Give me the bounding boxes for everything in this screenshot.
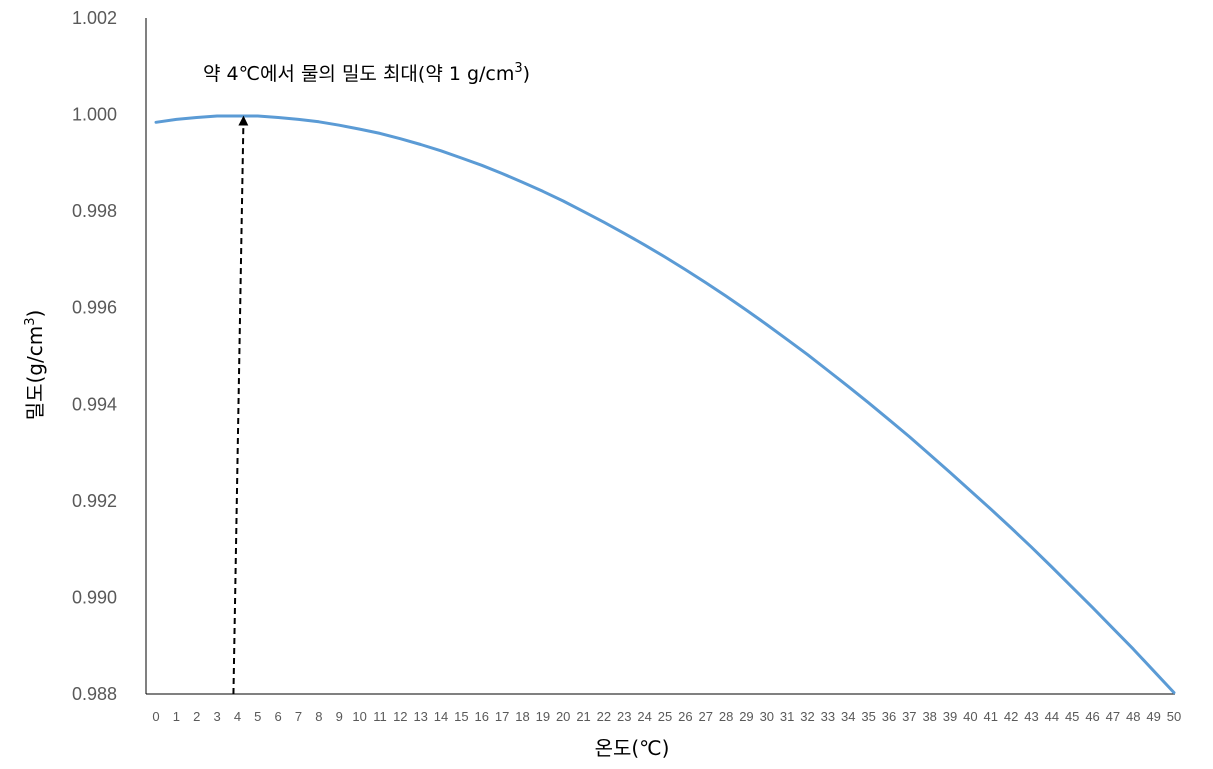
x-tick-label: 31 <box>780 709 794 724</box>
annotation-superscript: 3 <box>514 61 522 76</box>
x-tick-label: 17 <box>495 709 509 724</box>
x-tick-label: 12 <box>393 709 407 724</box>
x-axis-title: 온도(℃) <box>595 736 670 760</box>
x-tick-label: 20 <box>556 709 570 724</box>
y-axis-tick-labels: 0.988 0.990 0.992 0.994 0.996 0.998 1.000 1.002 <box>72 8 117 704</box>
y-axis-title-close-paren: ) <box>23 310 47 318</box>
x-tick-label: 16 <box>475 709 489 724</box>
x-tick-label: 49 <box>1146 709 1160 724</box>
x-tick-label: 43 <box>1024 709 1038 724</box>
y-axis-title-superscript: 3 <box>23 318 38 326</box>
x-tick-label: 19 <box>536 709 550 724</box>
density-series-line <box>154 114 1176 695</box>
y-tick-label: 0.994 <box>72 394 117 414</box>
y-axis-title-main: 밀도(g/cm <box>23 326 47 421</box>
x-tick-label: 38 <box>922 709 936 724</box>
y-axis-title: 밀도(g/cm3) <box>23 310 47 421</box>
x-tick-label: 39 <box>943 709 957 724</box>
x-tick-label: 8 <box>315 709 322 724</box>
x-tick-label: 1 <box>173 709 180 724</box>
x-tick-label: 28 <box>719 709 733 724</box>
x-tick-label: 46 <box>1085 709 1099 724</box>
annotation-main-text: 약 4℃에서 물의 밀도 최대(약 1 g/cm <box>203 63 514 85</box>
x-tick-label: 32 <box>800 709 814 724</box>
x-tick-label: 5 <box>254 709 261 724</box>
x-tick-label: 4 <box>234 709 241 724</box>
x-tick-label: 6 <box>275 709 282 724</box>
x-tick-label: 10 <box>352 709 366 724</box>
x-tick-label: 33 <box>821 709 835 724</box>
x-tick-label: 50 <box>1167 709 1181 724</box>
max-density-annotation: 약 4℃에서 물의 밀도 최대(약 1 g/cm3) <box>203 61 530 85</box>
x-tick-label: 30 <box>760 709 774 724</box>
x-tick-label: 18 <box>515 709 529 724</box>
x-tick-label: 36 <box>882 709 896 724</box>
x-tick-label: 41 <box>984 709 998 724</box>
x-tick-label: 29 <box>739 709 753 724</box>
x-tick-label: 40 <box>963 709 977 724</box>
x-tick-label: 9 <box>336 709 343 724</box>
x-tick-label: 22 <box>597 709 611 724</box>
x-tick-label: 34 <box>841 709 855 724</box>
y-tick-label: 0.992 <box>72 491 117 511</box>
y-tick-label: 0.996 <box>72 298 117 318</box>
x-tick-label: 21 <box>576 709 590 724</box>
y-tick-label: 1.000 <box>72 105 117 125</box>
x-tick-label: 48 <box>1126 709 1140 724</box>
y-tick-label: 0.988 <box>72 684 117 704</box>
x-tick-label: 0 <box>152 709 159 724</box>
y-tick-label: 1.002 <box>72 8 117 28</box>
y-tick-label: 0.998 <box>72 201 117 221</box>
annotation-close-paren: ) <box>523 63 530 85</box>
x-tick-label: 7 <box>295 709 302 724</box>
x-tick-label: 23 <box>617 709 631 724</box>
x-tick-label: 14 <box>434 709 448 724</box>
x-tick-label: 26 <box>678 709 692 724</box>
x-tick-label: 3 <box>213 709 220 724</box>
max-density-arrow <box>232 115 249 695</box>
x-tick-label: 11 <box>373 709 387 724</box>
x-tick-label: 42 <box>1004 709 1018 724</box>
x-tick-label: 25 <box>658 709 672 724</box>
x-tick-label: 13 <box>413 709 427 724</box>
x-tick-label: 27 <box>698 709 712 724</box>
y-tick-label: 0.990 <box>72 587 117 607</box>
x-tick-label: 37 <box>902 709 916 724</box>
x-tick-label: 35 <box>861 709 875 724</box>
x-tick-label: 15 <box>454 709 468 724</box>
x-tick-label: 2 <box>193 709 200 724</box>
x-axis-tick-labels: 0 1 2 3 4 5 6 7 8 9 10 11 12 13 14 15 16 17 18 19 20 21 22 23 24… <box>152 709 1181 724</box>
x-tick-label: 47 <box>1106 709 1120 724</box>
x-tick-label: 44 <box>1045 709 1059 724</box>
x-tick-label: 24 <box>637 709 651 724</box>
x-tick-label: 45 <box>1065 709 1079 724</box>
